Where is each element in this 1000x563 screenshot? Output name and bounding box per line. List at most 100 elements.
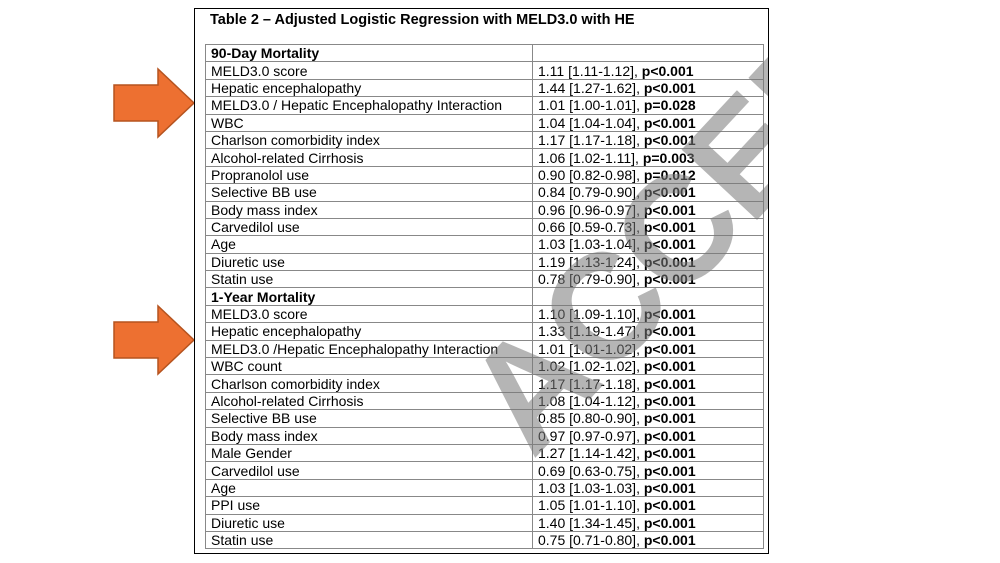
p-value: p<0.001 xyxy=(643,375,696,392)
result-cell: 0.85 [0.80-0.90], p<0.001 xyxy=(532,409,764,428)
variable: Alcohol-related Cirrhosis xyxy=(205,148,533,167)
variable: PPI use xyxy=(205,496,533,515)
estimate: 0.69 [0.63-0.75], xyxy=(538,462,640,479)
p-value: p<0.001 xyxy=(643,514,696,531)
table-row: PPI use 1.05 [1.01-1.10], p<0.001 xyxy=(205,496,764,515)
section-row: 90-Day Mortality xyxy=(205,43,764,63)
result-cell: 1.08 [1.04-1.12], p<0.001 xyxy=(532,391,764,411)
estimate: 1.17 [1.17-1.18], xyxy=(538,132,640,149)
table-row: Carvedilol use 0.69 [0.63-0.75], p<0.001 xyxy=(205,461,764,480)
estimate: 0.85 [0.80-0.90], xyxy=(538,410,640,427)
empty-cell xyxy=(532,287,764,306)
result-cell: 1.19 [1.13-1.24], p<0.001 xyxy=(532,252,764,272)
arrow xyxy=(113,67,196,139)
p-value: p<0.001 xyxy=(643,201,696,218)
result-cell: 0.78 [0.79-0.90], p<0.001 xyxy=(532,270,764,289)
variable: Body mass index xyxy=(205,426,533,445)
table-row: Carvedilol use 0.66 [0.59-0.73], p<0.001 xyxy=(205,217,764,237)
p-value: p=0.028 xyxy=(643,97,696,114)
result-cell: 0.97 [0.97-0.97], p<0.001 xyxy=(532,426,764,445)
table-row: Selective BB use 0.84 [0.79-0.90], p<0.00… xyxy=(205,183,764,202)
p-value: p<0.001 xyxy=(643,532,696,549)
table-row: Diuretic use 1.40 [1.34-1.45], p<0.001 xyxy=(205,513,764,532)
variable: Statin use xyxy=(205,270,533,289)
p-value: p<0.001 xyxy=(643,114,696,131)
p-value: p<0.001 xyxy=(643,219,696,236)
estimate: 1.40 [1.34-1.45], xyxy=(538,514,640,531)
result-cell: 1.01 [1.00-1.01], p=0.028 xyxy=(532,96,764,115)
variable: Hepatic encephalopathy xyxy=(205,78,533,98)
p-value: p=0.012 xyxy=(643,166,696,183)
estimate: 1.04 [1.04-1.04], xyxy=(538,114,640,131)
p-value: p<0.001 xyxy=(643,323,696,340)
variable: Diuretic use xyxy=(205,513,533,532)
estimate: 1.03 [1.03-1.04], xyxy=(538,236,640,253)
p-value: p<0.001 xyxy=(643,236,696,253)
table-row: Body mass index 0.97 [0.97-0.97], p<0.001 xyxy=(205,426,764,445)
table-row: Alcohol-related Cirrhosis 1.08 [1.04-1.12… xyxy=(205,391,764,411)
variable: Diuretic use xyxy=(205,252,533,272)
table-row: Age 1.03 [1.03-1.04], p<0.001 xyxy=(205,235,764,254)
variable: Body mass index xyxy=(205,200,533,219)
p-value: p<0.001 xyxy=(643,479,696,496)
table-row: Statin use 0.78 [0.79-0.90], p<0.001 xyxy=(205,270,764,289)
table-row: Propranolol use 0.90 [0.82-0.98], p=0.012 xyxy=(205,165,764,185)
p-value: p=0.003 xyxy=(642,149,695,166)
variable: MELD3.0 /Hepatic Encephalopathy Interact… xyxy=(205,339,533,359)
result-cell: 0.96 [0.96-0.97], p<0.001 xyxy=(532,200,764,219)
variable: Selective BB use xyxy=(205,409,533,428)
table-row: Age 1.03 [1.03-1.03], p<0.001 xyxy=(205,478,764,498)
table-row: Hepatic encephalopathy 1.33 [1.19-1.47], … xyxy=(205,322,764,341)
variable: Selective BB use xyxy=(205,183,533,202)
variable: Age xyxy=(205,235,533,254)
result-cell: 1.40 [1.34-1.45], p<0.001 xyxy=(532,513,764,532)
result-cell: 1.06 [1.02-1.11], p=0.003 xyxy=(532,148,764,167)
table-row: Alcohol-related Cirrhosis 1.06 [1.02-1.11… xyxy=(205,148,764,167)
p-value: p<0.001 xyxy=(643,340,696,357)
variable: WBC count xyxy=(205,357,533,376)
p-value: p<0.001 xyxy=(641,62,694,79)
estimate: 0.66 [0.59-0.73], xyxy=(538,219,640,236)
variable: MELD3.0 score xyxy=(205,61,533,80)
estimate: 1.02 [1.02-1.02], xyxy=(538,358,640,375)
result-cell: 1.17 [1.17-1.18], p<0.001 xyxy=(532,374,764,393)
result-cell: 1.03 [1.03-1.03], p<0.001 xyxy=(532,478,764,498)
table-row: Hepatic encephalopathy 1.44 [1.27-1.62], … xyxy=(205,78,764,98)
p-value: p<0.001 xyxy=(643,132,696,149)
p-value: p<0.001 xyxy=(643,184,696,201)
empty-cell xyxy=(532,43,764,63)
arrow xyxy=(113,304,196,376)
estimate: 1.03 [1.03-1.03], xyxy=(538,479,640,496)
variable: Hepatic encephalopathy xyxy=(205,322,533,341)
result-cell: 0.90 [0.82-0.98], p=0.012 xyxy=(532,165,764,185)
table-row: Charlson comorbidity index 1.17 [1.17-1.1… xyxy=(205,374,764,393)
p-value: p<0.001 xyxy=(643,462,696,479)
result-cell: 1.03 [1.03-1.04], p<0.001 xyxy=(532,235,764,254)
table-row: Body mass index 0.96 [0.96-0.97], p<0.001 xyxy=(205,200,764,219)
result-cell: 1.44 [1.27-1.62], p<0.001 xyxy=(532,78,764,98)
variable: MELD3.0 score xyxy=(205,304,533,324)
variable: Charlson comorbidity index xyxy=(205,130,533,150)
variable: Carvedilol use xyxy=(205,461,533,480)
p-value: p<0.001 xyxy=(643,79,696,96)
estimate: 0.97 [0.97-0.97], xyxy=(538,427,640,444)
variable: MELD3.0 / Hepatic Encephalopathy Interac… xyxy=(205,96,533,115)
p-value: p<0.001 xyxy=(643,271,696,288)
result-cell: 1.01 [1.01-1.02], p<0.001 xyxy=(532,339,764,359)
estimate: 0.78 [0.79-0.90], xyxy=(538,271,640,288)
p-value: p<0.001 xyxy=(643,253,696,270)
result-cell: 1.05 [1.01-1.10], p<0.001 xyxy=(532,496,764,515)
result-cell: 1.27 [1.14-1.42], p<0.001 xyxy=(532,443,764,463)
result-cell: 0.66 [0.59-0.73], p<0.001 xyxy=(532,217,764,237)
estimate: 1.33 [1.19-1.47], xyxy=(538,323,640,340)
table-row: Male Gender 1.27 [1.14-1.42], p<0.001 xyxy=(205,443,764,463)
variable: Statin use xyxy=(205,530,533,550)
section-row: 1-Year Mortality xyxy=(205,287,764,306)
table-frame: Table 2 – Adjusted Logistic Regression w… xyxy=(194,8,769,554)
result-cell: 1.11 [1.11-1.12], p<0.001 xyxy=(532,61,764,80)
estimate: 1.44 [1.27-1.62], xyxy=(538,79,640,96)
estimate: 1.19 [1.13-1.24], xyxy=(538,253,640,270)
variable: WBC xyxy=(205,113,533,132)
regression-table: 90-Day Mortality MELD3.0 score 1.11 [1.11-… xyxy=(205,43,764,550)
estimate: 0.75 [0.71-0.80], xyxy=(538,532,640,549)
